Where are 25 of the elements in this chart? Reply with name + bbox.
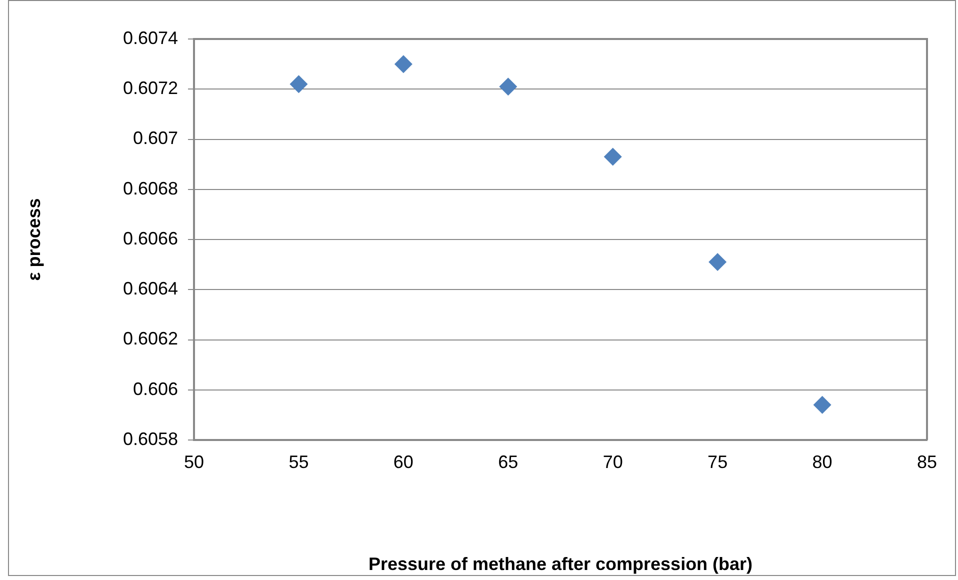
point	[604, 148, 622, 166]
x-tick-label: 60	[393, 452, 414, 472]
y-tick-label: 0.6058	[122, 428, 178, 449]
y-tick-label: 0.6074	[122, 28, 178, 48]
y-tick-label: 0.6064	[122, 278, 178, 299]
y-axis-title: ε process	[24, 198, 44, 281]
point	[708, 253, 727, 272]
x-tick-label: 70	[602, 452, 623, 472]
point	[290, 75, 308, 94]
y-tick-label: 0.607	[132, 128, 178, 148]
y-tick-label: 0.606	[132, 378, 178, 399]
x-tick-label: 65	[498, 452, 518, 472]
point	[813, 396, 832, 414]
x-tick-label: 55	[288, 452, 309, 472]
y-tick-label: 0.6068	[122, 178, 178, 198]
x-tick-label: 80	[812, 452, 832, 472]
x-tick-label: 85	[916, 452, 938, 472]
x-tick-label: 50	[184, 452, 204, 472]
x-tick-label: 75	[708, 452, 728, 472]
y-tick-label: 0.6062	[122, 328, 178, 349]
y-tick-label: 0.6072	[122, 78, 178, 98]
point	[499, 78, 518, 96]
y-tick-label: 0.6066	[122, 228, 178, 248]
point	[394, 55, 412, 74]
x-axis-title: Pressure of methane after compression (bar)	[368, 554, 753, 574]
